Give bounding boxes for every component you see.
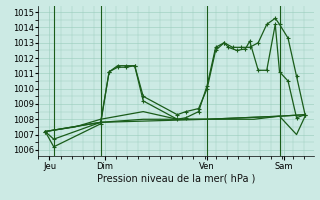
X-axis label: Pression niveau de la mer( hPa ): Pression niveau de la mer( hPa ) [97,173,255,183]
